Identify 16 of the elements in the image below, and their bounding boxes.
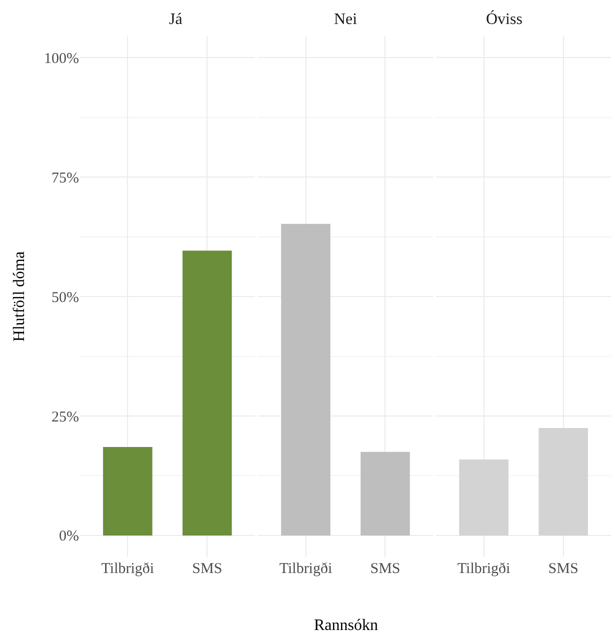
- x-tick-label: SMS: [548, 561, 578, 577]
- chart-title: Nei: [334, 11, 358, 28]
- y-axis-title: Hlutföll dóma: [10, 251, 28, 342]
- y-tick-label: 100%: [44, 50, 79, 67]
- y-tick-label: 25%: [52, 409, 79, 426]
- x-tick-label: Tilbrigði: [279, 561, 332, 577]
- x-tick-label: Tilbrigði: [101, 561, 154, 577]
- chart-title: Óviss: [486, 10, 522, 28]
- x-tick-label: SMS: [370, 561, 400, 577]
- chart-title: Já: [169, 11, 182, 28]
- y-tick-label: 50%: [52, 290, 79, 306]
- x-axis-title: Rannsókn: [314, 617, 378, 634]
- y-tick-label: 0%: [59, 528, 79, 545]
- x-tick-label: SMS: [192, 561, 222, 577]
- x-tick-label: Tilbrigði: [457, 561, 510, 577]
- y-tick-label: 75%: [52, 170, 79, 186]
